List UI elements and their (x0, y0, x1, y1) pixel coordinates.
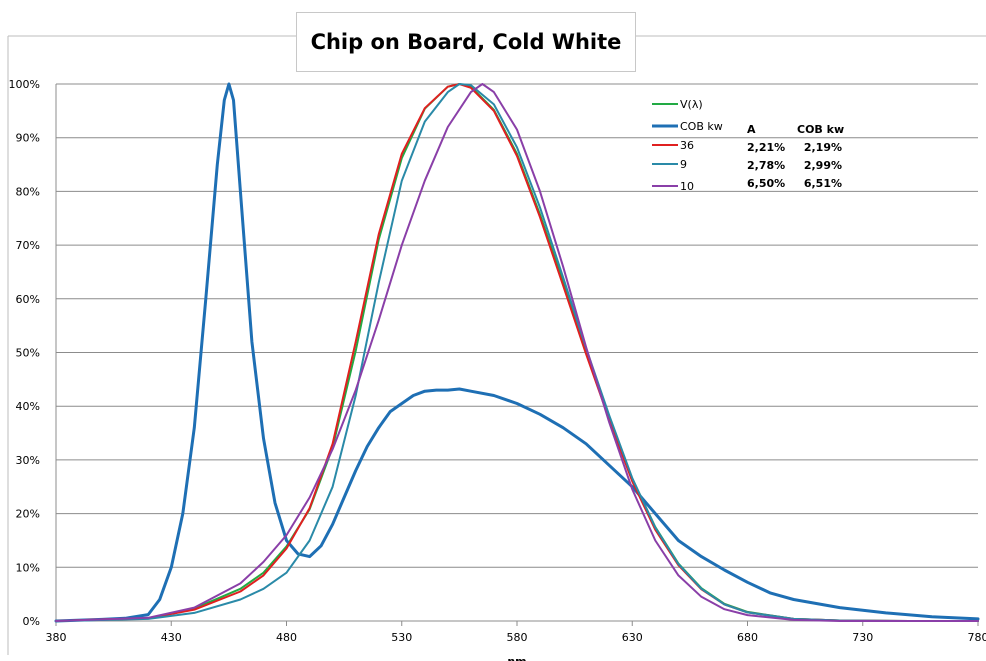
y-tick-label: 70% (16, 239, 40, 252)
y-tick-label: 100% (9, 78, 40, 91)
y-tick-label: 0% (23, 615, 40, 628)
x-tick-label: 380 (46, 631, 67, 644)
legend-label: V(λ) (680, 98, 703, 111)
legend-label: 36 (680, 139, 694, 152)
x-tick-label: 580 (507, 631, 528, 644)
legend-label: COB kw (680, 120, 723, 133)
x-tick-label: 630 (622, 631, 643, 644)
x-tick-label: 530 (391, 631, 412, 644)
x-tick-label: 430 (161, 631, 182, 644)
table-cell: 6,50% (747, 177, 785, 190)
table-cell: 6,51% (804, 177, 842, 190)
x-tick-label: 680 (737, 631, 758, 644)
y-tick-label: 80% (16, 185, 40, 198)
x-tick-label: 480 (276, 631, 297, 644)
y-tick-label: 90% (16, 132, 40, 145)
series-line (55, 83, 979, 622)
chart-title: Chip on Board, Cold White (296, 12, 636, 72)
series-line (54, 82, 980, 623)
y-tick-label: 60% (16, 293, 40, 306)
x-axis-label: nm (507, 655, 526, 661)
y-tick-label: 50% (16, 347, 40, 360)
y-tick-label: 40% (16, 400, 40, 413)
y-tick-label: 20% (16, 508, 40, 521)
table-header: A (747, 123, 756, 136)
table-header: COB kw (797, 123, 844, 136)
series-line (55, 83, 979, 622)
table-cell: 2,99% (804, 159, 842, 172)
x-tick-label: 780 (968, 631, 986, 644)
y-tick-label: 30% (16, 454, 40, 467)
y-tick-label: 10% (16, 561, 40, 574)
x-tick-label: 730 (852, 631, 873, 644)
table-cell: 2,78% (747, 159, 785, 172)
table-cell: 2,21% (747, 141, 785, 154)
table-cell: 2,19% (804, 141, 842, 154)
legend-label: 9 (680, 158, 687, 171)
chart-frame (7, 35, 986, 655)
legend-label: 10 (680, 180, 694, 193)
